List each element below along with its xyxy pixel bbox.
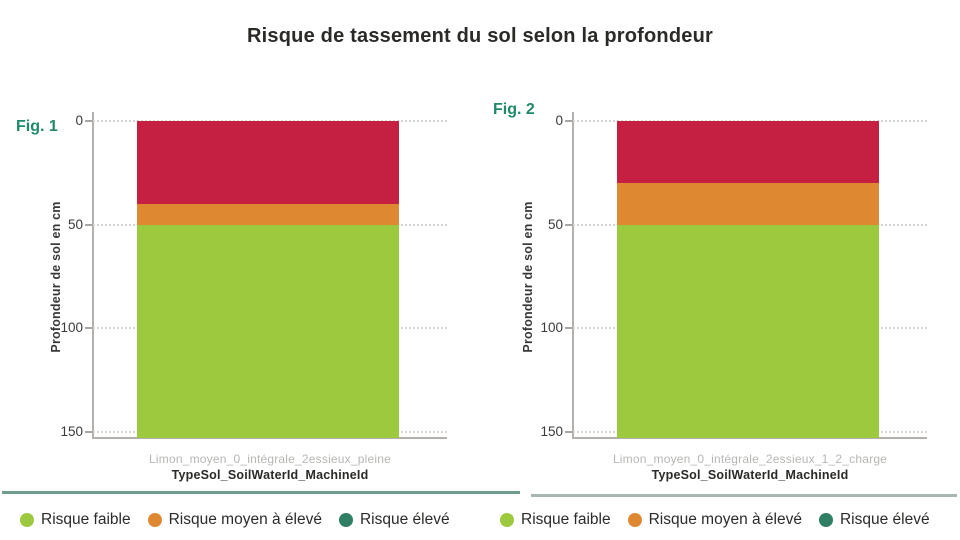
figure-2-label: Fig. 2 bbox=[493, 101, 535, 118]
legend-item: Risque faible bbox=[500, 511, 611, 529]
tick-mark bbox=[85, 327, 93, 330]
tick-label: 150 bbox=[60, 424, 83, 439]
legend-label: Risque faible bbox=[41, 511, 131, 528]
tick-label: 0 bbox=[555, 113, 563, 128]
x-axis-line bbox=[93, 437, 447, 439]
tick-mark bbox=[85, 120, 93, 122]
y-axis-line bbox=[572, 112, 574, 439]
tick-mark bbox=[565, 223, 573, 226]
legend-label: Risque élevé bbox=[359, 511, 450, 528]
tick-mark bbox=[85, 223, 93, 226]
separator-line-right bbox=[531, 494, 957, 497]
risk-band bbox=[617, 183, 879, 225]
tick-label: 0 bbox=[75, 113, 83, 128]
stacked-risk-bar bbox=[137, 121, 399, 438]
plot-area: 0 50 100 150 bbox=[60, 113, 447, 439]
page-title: Risque de tassement du sol selon la prof… bbox=[247, 25, 713, 47]
x-axis-label: TypeSol_SoilWaterId_MachineId bbox=[171, 468, 369, 482]
risk-band bbox=[617, 121, 879, 184]
separator-line-left bbox=[2, 491, 520, 494]
y-axis-line bbox=[92, 112, 94, 439]
tick-label: 100 bbox=[60, 320, 83, 336]
tick-label: 150 bbox=[540, 424, 563, 439]
risk-band bbox=[617, 224, 879, 438]
risk-band bbox=[137, 224, 399, 438]
tick-label: 100 bbox=[540, 320, 563, 336]
stacked-risk-bar bbox=[617, 121, 879, 438]
legend-item: Risque moyen à élevé bbox=[147, 511, 322, 529]
legend-label: Risque moyen à élevé bbox=[168, 511, 322, 528]
x-axis-line bbox=[573, 437, 927, 439]
figure-1-panel: Fig. 1 Profondeur de sol en cm 0 50 100 150… bbox=[16, 112, 447, 482]
category-label: Limon_moyen_0_intégrale_2essieux_1_2_cha… bbox=[612, 452, 888, 466]
figure-1-label: Fig. 1 bbox=[16, 118, 58, 135]
tick-mark bbox=[565, 120, 573, 122]
category-label: Limon_moyen_0_intégrale_2essieux_pleine bbox=[149, 452, 391, 466]
legend-item: Risque moyen à élevé bbox=[627, 511, 802, 529]
tick-label: 50 bbox=[547, 216, 563, 232]
risk-band bbox=[137, 203, 399, 225]
plot-area: 0 50 100 150 bbox=[540, 113, 927, 439]
legend-item: Risque faible bbox=[20, 511, 131, 529]
legend-dot-icon bbox=[20, 513, 34, 527]
tick-mark bbox=[565, 327, 573, 330]
legend-figure-2: Risque faible Risque moyen à élevé Risque … bbox=[500, 511, 930, 529]
figure-2-panel: Fig. 2 Profondeur de sol en cm 0 50 100 150… bbox=[480, 0, 960, 540]
tick-mark bbox=[85, 431, 93, 433]
legend-dot-icon bbox=[338, 513, 353, 527]
legend-label: Risque moyen à élevé bbox=[648, 511, 802, 528]
legend-dot-icon bbox=[627, 513, 642, 527]
tick-mark bbox=[565, 431, 573, 433]
legend-dot-icon bbox=[147, 513, 162, 527]
legend-figure-1: Risque faible Risque moyen à élevé Risque … bbox=[20, 511, 450, 529]
legend-label: Risque élevé bbox=[839, 511, 930, 528]
risk-band bbox=[137, 121, 399, 204]
legend-item: Risque élevé bbox=[338, 511, 450, 529]
legend-label: Risque faible bbox=[521, 511, 611, 528]
tick-label: 50 bbox=[67, 216, 83, 232]
legend-item: Risque élevé bbox=[818, 511, 930, 529]
legend-dot-icon bbox=[500, 513, 514, 527]
legend-dot-icon bbox=[818, 513, 833, 527]
x-axis-label: TypeSol_SoilWaterId_MachineId bbox=[651, 468, 849, 482]
